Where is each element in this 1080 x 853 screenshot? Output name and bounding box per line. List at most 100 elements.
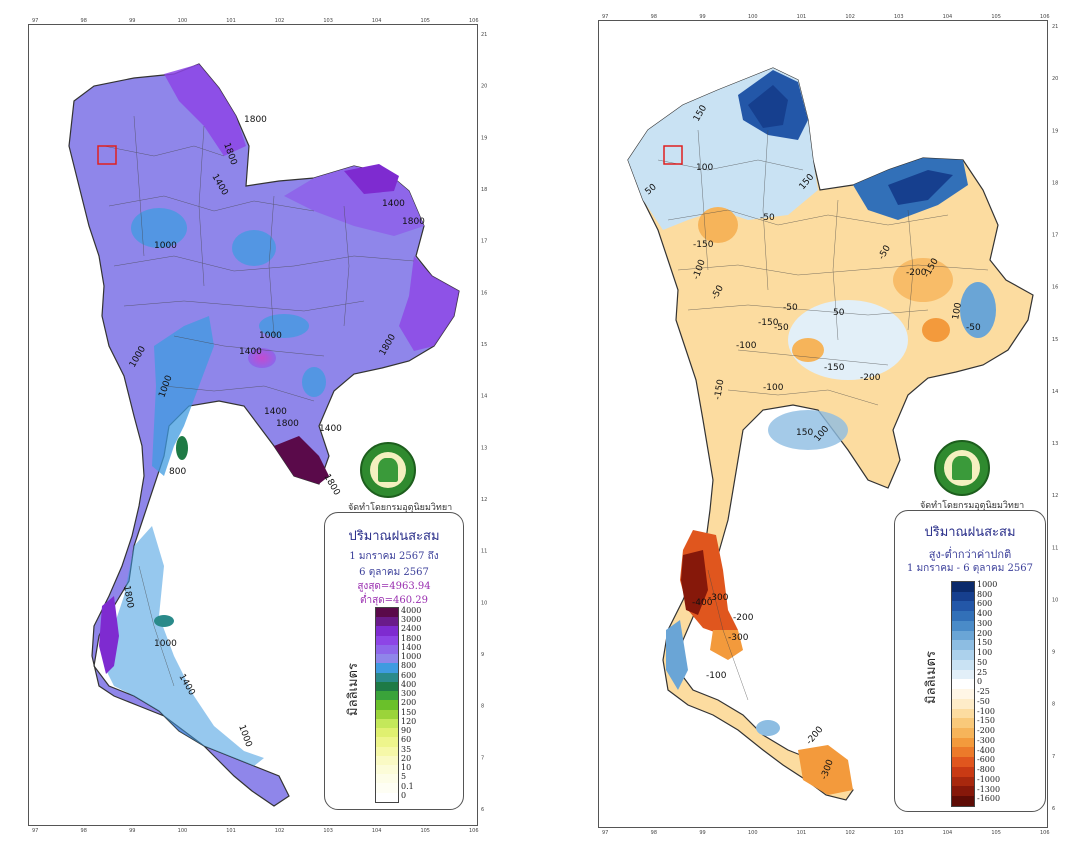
ramp-label: 600 [977, 599, 993, 609]
longitude-tick: 105 [991, 14, 1001, 20]
longitude-tick: 97 [602, 14, 608, 20]
contour-label: 1800 [402, 217, 425, 227]
ramp-swatch [952, 679, 974, 690]
longitude-tick: 102 [275, 18, 285, 24]
contour-label: 1800 [244, 115, 267, 125]
contour-label: 50 [833, 308, 845, 318]
longitude-tick: 103 [323, 828, 333, 834]
ramp-swatch [376, 746, 398, 756]
ramp-label: 3000 [401, 615, 422, 625]
contour-label: -100 [763, 383, 784, 393]
ramp-label: -100 [977, 706, 995, 716]
ramp-swatch [952, 698, 974, 709]
latitude-tick: 7 [1052, 754, 1055, 760]
contour-label: -50 [966, 323, 981, 333]
contour-label: -100 [706, 671, 727, 681]
longitude-tick: 97 [32, 828, 38, 834]
longitude-tick: 106 [1040, 830, 1050, 836]
ramp-label: 150 [977, 638, 993, 648]
ramp-label: 300 [977, 618, 993, 628]
ramp-swatch [376, 635, 398, 645]
latitude-tick: 19 [1052, 128, 1058, 134]
longitude-tick: 102 [845, 14, 855, 20]
unit-label: มิลลิเมตร [924, 651, 939, 704]
color-ramp [375, 607, 399, 803]
unit-label: มิลลิเมตร [346, 663, 361, 716]
latitude-tick: 17 [481, 239, 487, 245]
ramp-label: 400 [401, 679, 417, 689]
ramp-label: 0 [401, 790, 407, 800]
ramp-swatch [952, 669, 974, 680]
latitude-tick: 9 [481, 652, 484, 658]
contour-label: 1400 [239, 347, 262, 357]
contour-label: 1800 [321, 473, 341, 498]
latitude-tick: 10 [481, 600, 487, 606]
ramp-swatch [952, 728, 974, 738]
latitude-tick: 11 [1052, 545, 1058, 551]
latitude-tick: 10 [1052, 597, 1058, 603]
latitude-tick: 13 [1052, 441, 1058, 447]
longitude-tick: 98 [81, 18, 87, 24]
latitude-tick: 12 [1052, 493, 1058, 499]
longitude-tick: 98 [81, 828, 87, 834]
longitude-tick: 104 [372, 18, 382, 24]
ramp-swatch [952, 640, 974, 651]
ramp-swatch [952, 747, 974, 758]
contour-label: -50 [774, 323, 789, 333]
ramp-swatch [376, 718, 398, 729]
study-area-box [97, 145, 117, 165]
period-label: 1 มกราคม - 6 ตุลาคม 2567 [907, 563, 1033, 574]
contour-label: -150 [693, 240, 714, 250]
ramp-swatch [376, 783, 398, 793]
ramp-swatch [376, 617, 398, 627]
ramp-swatch [952, 757, 974, 767]
longitude-tick: 101 [226, 18, 236, 24]
legend-title: ปริมาณฝนสะสม [924, 525, 1016, 540]
latitude-tick: 17 [1052, 233, 1058, 239]
longitude-tick: 103 [894, 830, 904, 836]
latitude-tick: 21 [1052, 24, 1058, 30]
ramp-label: 1000 [401, 652, 422, 662]
ramp-label: 0 [977, 677, 983, 687]
longitude-tick: 105 [420, 828, 430, 834]
ramp-swatch [952, 659, 974, 670]
ramp-swatch [952, 796, 974, 806]
latitude-tick: 18 [1052, 180, 1058, 186]
ramp-swatch [376, 644, 398, 655]
latitude-tick: 19 [481, 135, 487, 141]
legend-box: ปริมาณฝนสะสม สูง-ต่ำกว่าค่าปกติ 1 มกราคม… [894, 510, 1046, 812]
ramp-label: 800 [401, 661, 417, 671]
ramp-swatch [952, 591, 974, 602]
ramp-swatch [376, 700, 398, 710]
study-area-box [663, 145, 683, 165]
ramp-label: 600 [401, 670, 417, 680]
longitude-tick: 100 [178, 18, 188, 24]
ramp-label: 1800 [401, 633, 422, 643]
ramp-label: 200 [401, 698, 417, 708]
ramp-label: 1000 [977, 580, 998, 589]
latitude-tick: 7 [481, 755, 484, 761]
contour-label: -200 [860, 373, 881, 383]
longitude-tick: 106 [469, 18, 479, 24]
contour-label: 1800 [121, 585, 135, 610]
map-frame [28, 24, 478, 826]
map-frame [598, 20, 1048, 828]
ramp-label: -600 [977, 755, 995, 765]
latitude-tick: 20 [1052, 76, 1058, 82]
longitude-tick: 99 [699, 14, 705, 20]
contour-label: -200 [906, 268, 927, 278]
ramp-swatch [952, 689, 974, 699]
ramp-label: -25 [977, 687, 990, 697]
contour-label: -50 [783, 303, 798, 313]
latitude-tick: 11 [481, 549, 487, 555]
contour-label: 1400 [264, 407, 287, 417]
contour-label: -100 [736, 341, 757, 351]
max-value: สูงสุด=4963.94 [357, 581, 431, 592]
longitude-tick: 104 [372, 828, 382, 834]
latitude-tick: 21 [481, 32, 487, 38]
ramp-swatch [952, 620, 974, 631]
contour-label: -300 [728, 633, 749, 643]
ramp-swatch [952, 737, 974, 748]
ramp-swatch [376, 728, 398, 738]
